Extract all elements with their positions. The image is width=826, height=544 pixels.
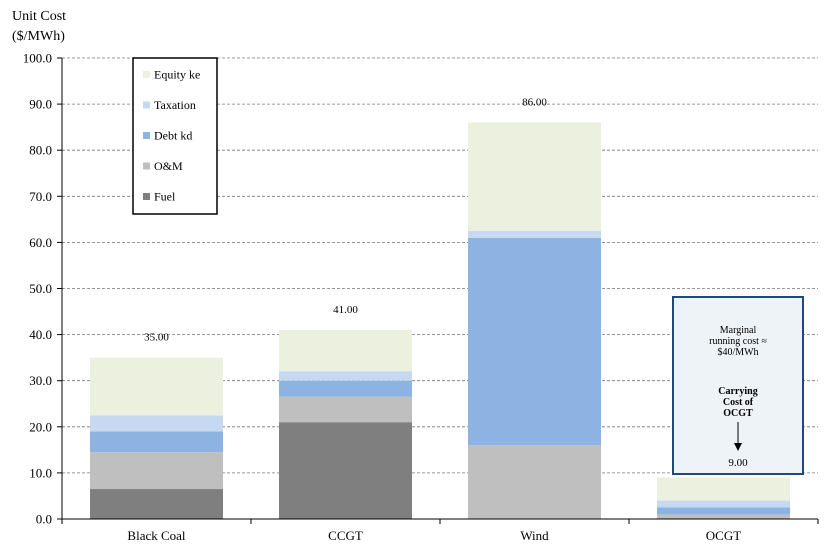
bar-black-coal-fuel [90, 489, 223, 519]
bar-black-coal-o-m [90, 452, 223, 490]
y-tick-label: 20.0 [29, 419, 52, 434]
annotation-text: $40/MWh [717, 347, 758, 358]
total-label: 41.00 [333, 304, 358, 316]
legend-swatch [143, 132, 150, 139]
total-labels: 35.00 41.00 86.00 [144, 97, 547, 344]
bar-wind-o-m [468, 445, 601, 519]
legend-label: Taxation [154, 98, 196, 112]
legend-label: Fuel [154, 190, 176, 204]
x-axis-categories: Black Coal CCGT Wind OCGT [61, 519, 819, 543]
annotation-bold-text: Cost of [723, 397, 754, 408]
y-axis-title-line-2: ($/MWh) [12, 29, 65, 44]
x-category-label: Black Coal [127, 528, 186, 543]
y-tick-label: 70.0 [29, 189, 52, 204]
bar-ccgt-equity-ke [279, 329, 412, 372]
y-axis-ticks: 0.0 10.0 20.0 30.0 40.0 50.0 60.0 70.0 80.0 90.0 1… [23, 51, 62, 527]
bar-black-coal-taxation [90, 415, 223, 432]
legend: Equity ke Taxation Debt kd O&M Fuel [132, 57, 218, 215]
bar-ccgt-taxation [279, 371, 412, 381]
y-tick-label: 40.0 [29, 327, 52, 342]
y-tick-label: 80.0 [29, 143, 52, 158]
bar-black-coal-debt-kd [90, 431, 223, 453]
legend-swatch [143, 101, 150, 109]
y-tick-label: 60.0 [29, 235, 52, 250]
annotation-bold-text: Carrying [718, 386, 757, 397]
bar-black-coal-equity-ke [90, 357, 223, 416]
annotation-text: running cost ≈ [709, 336, 767, 347]
legend-label: Equity ke [154, 68, 200, 82]
bar-ccgt-debt-kd [279, 380, 412, 397]
bar-wind-taxation [468, 230, 601, 238]
total-label: 35.00 [144, 332, 169, 344]
bar-ocgt-equity-ke [657, 477, 790, 501]
bar-ocgt-o-m [657, 514, 790, 519]
legend-label: O&M [154, 159, 183, 173]
legend-swatch [143, 71, 150, 78]
legend-swatch [143, 162, 150, 170]
total-label: 86.00 [522, 97, 547, 109]
y-tick-label: 0.0 [36, 512, 52, 527]
y-tick-label: 30.0 [29, 373, 52, 388]
annotation-arrow-head [734, 443, 742, 451]
bars [90, 122, 790, 519]
annotation-bold-text: OCGT [723, 408, 753, 419]
bar-ccgt-o-m [279, 396, 412, 423]
bar-wind-equity-ke [468, 122, 601, 231]
total-label-ocgt: 9.00 [728, 457, 748, 469]
bar-ccgt-fuel [279, 422, 412, 519]
bar-ocgt-debt-kd [657, 507, 790, 515]
bar-ocgt-taxation [657, 500, 790, 508]
bar-wind-debt-kd [468, 237, 601, 446]
y-axis-title-line-1: Unit Cost [12, 9, 66, 24]
y-tick-label: 100.0 [23, 51, 52, 66]
annotation-text: Marginal [720, 325, 757, 336]
y-tick-label: 90.0 [29, 97, 52, 112]
legend-swatch [143, 193, 150, 200]
y-tick-label: 50.0 [29, 281, 52, 296]
x-category-label: CCGT [328, 528, 363, 543]
x-category-label: OCGT [706, 528, 741, 543]
x-category-label: Wind [520, 528, 549, 543]
legend-label: Debt kd [154, 129, 192, 143]
y-tick-label: 10.0 [29, 465, 52, 480]
